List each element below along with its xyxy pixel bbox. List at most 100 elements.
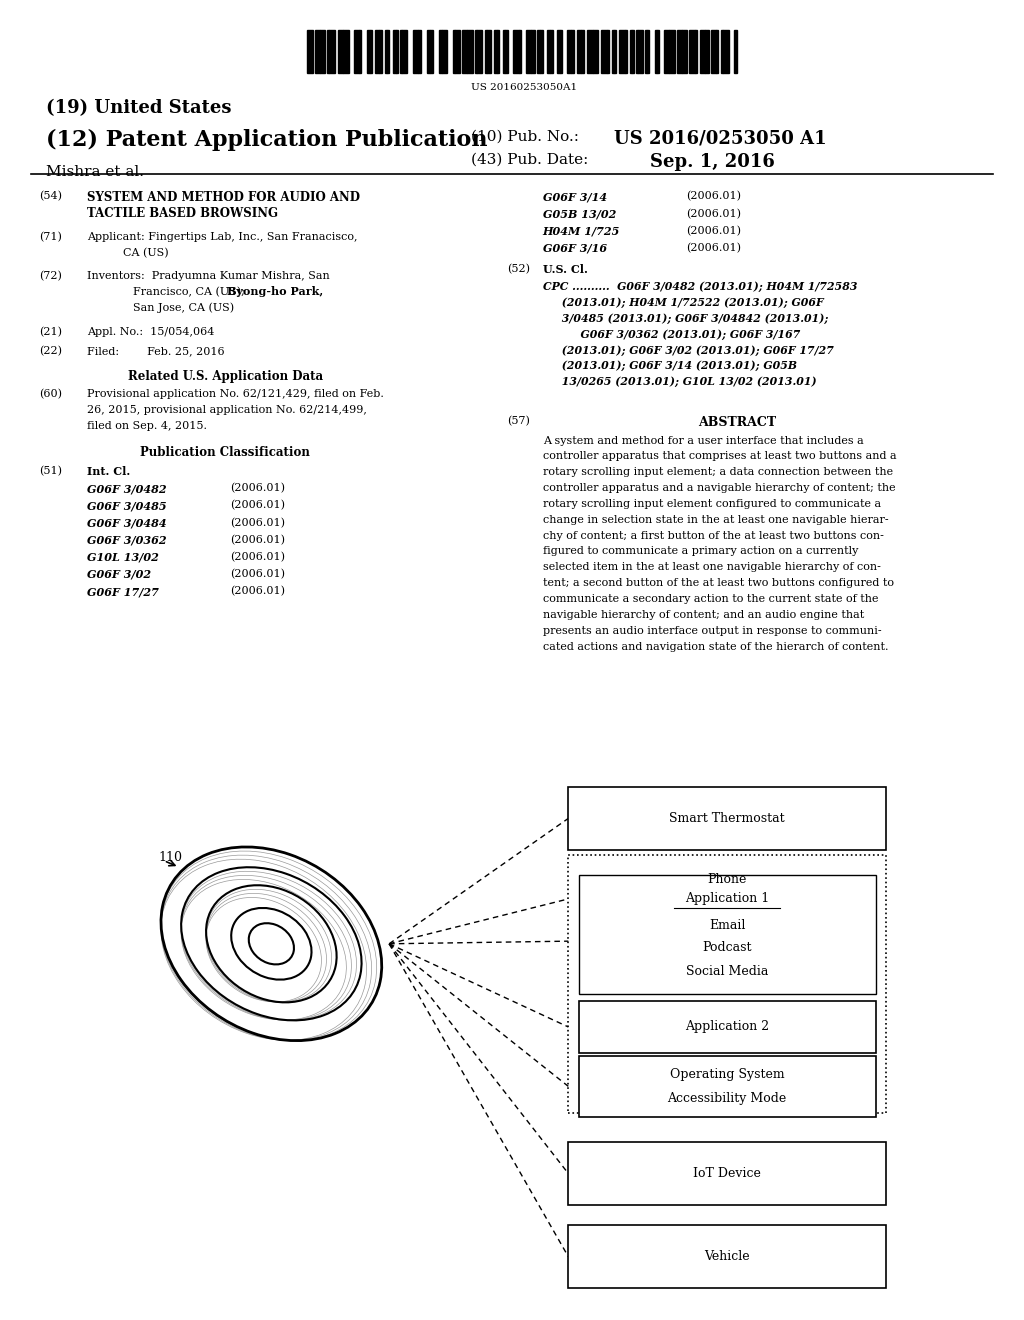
Text: controller apparatus and a navigable hierarchy of content; the: controller apparatus and a navigable hie… [543, 483, 895, 494]
Text: (2006.01): (2006.01) [230, 483, 286, 494]
Bar [343, 30, 348, 73]
Bar [620, 30, 625, 73]
Bar [526, 30, 531, 73]
Text: (52): (52) [507, 264, 529, 275]
Text: (71): (71) [39, 232, 61, 243]
Bar [328, 30, 329, 73]
Text: San Jose, CA (US): San Jose, CA (US) [133, 302, 234, 313]
FancyBboxPatch shape [579, 875, 876, 994]
Text: tent; a second button of the at least two buttons configured to: tent; a second button of the at least tw… [543, 578, 894, 589]
Text: ABSTRACT: ABSTRACT [698, 416, 776, 429]
Text: Podcast: Podcast [702, 941, 752, 954]
Text: (2006.01): (2006.01) [686, 191, 741, 202]
Text: (51): (51) [39, 466, 61, 477]
Bar [462, 30, 467, 73]
Text: G06F 17/27: G06F 17/27 [87, 586, 159, 597]
Text: U.S. Cl.: U.S. Cl. [543, 264, 588, 275]
Text: (2006.01): (2006.01) [686, 209, 741, 219]
Bar [723, 30, 729, 73]
Bar [614, 30, 615, 73]
Bar [338, 30, 343, 73]
Text: Related U.S. Application Data: Related U.S. Application Data [128, 370, 323, 383]
Text: G05B 13/02: G05B 13/02 [543, 209, 616, 219]
Bar [307, 30, 312, 73]
Bar [485, 30, 487, 73]
Text: H04M 1/725: H04M 1/725 [543, 226, 621, 236]
Bar [401, 30, 408, 73]
Text: 3/0485 (2013.01); G06F 3/04842 (2013.01);: 3/0485 (2013.01); G06F 3/04842 (2013.01)… [543, 313, 828, 323]
Bar [494, 30, 498, 73]
Bar [706, 30, 709, 73]
Text: Phone: Phone [708, 873, 746, 886]
Text: (54): (54) [39, 191, 61, 202]
Text: Provisional application No. 62/121,429, filed on Feb.: Provisional application No. 62/121,429, … [87, 389, 384, 400]
Text: (2006.01): (2006.01) [230, 569, 286, 579]
Text: presents an audio interface output in response to communi-: presents an audio interface output in re… [543, 626, 882, 636]
Text: change in selection state in the at least one navigable hierar-: change in selection state in the at leas… [543, 515, 889, 525]
Text: (2006.01): (2006.01) [230, 500, 286, 511]
Text: rotary scrolling input element configured to communicate a: rotary scrolling input element configure… [543, 499, 881, 510]
Bar [734, 30, 737, 73]
Text: Publication Classification: Publication Classification [140, 446, 310, 459]
Text: (60): (60) [39, 389, 61, 400]
Bar [487, 30, 490, 73]
Bar [474, 30, 476, 73]
Bar [513, 30, 518, 73]
Bar [647, 30, 649, 73]
Text: Int. Cl.: Int. Cl. [87, 466, 130, 477]
Text: G06F 3/0482: G06F 3/0482 [87, 483, 167, 494]
Bar [550, 30, 553, 73]
Text: 26, 2015, provisional application No. 62/214,499,: 26, 2015, provisional application No. 62… [87, 405, 367, 416]
Bar [518, 30, 520, 73]
Text: 13/0265 (2013.01); G10L 13/02 (2013.01): 13/0265 (2013.01); G10L 13/02 (2013.01) [543, 376, 816, 387]
Bar [418, 30, 421, 73]
Text: (57): (57) [507, 416, 529, 426]
Bar [427, 30, 430, 73]
FancyBboxPatch shape [579, 1001, 876, 1053]
Bar [567, 30, 570, 73]
Text: selected item in the at least one navigable hierarchy of con-: selected item in the at least one naviga… [543, 562, 881, 573]
Text: (2006.01): (2006.01) [230, 535, 286, 545]
Text: G06F 3/0484: G06F 3/0484 [87, 517, 167, 528]
Text: SYSTEM AND METHOD FOR AUDIO AND: SYSTEM AND METHOD FOR AUDIO AND [87, 191, 360, 205]
Bar [638, 30, 643, 73]
Bar [396, 30, 398, 73]
Text: US 20160253050A1: US 20160253050A1 [471, 83, 578, 92]
Bar [560, 30, 562, 73]
Text: Email: Email [709, 919, 745, 932]
Bar [367, 30, 370, 73]
Text: filed on Sep. 4, 2015.: filed on Sep. 4, 2015. [87, 421, 207, 432]
Text: CA (US): CA (US) [123, 248, 169, 259]
FancyBboxPatch shape [568, 787, 886, 850]
Text: figured to communicate a primary action on a currently: figured to communicate a primary action … [543, 546, 858, 557]
Bar [645, 30, 647, 73]
Text: G06F 3/16: G06F 3/16 [543, 243, 607, 253]
FancyBboxPatch shape [568, 1225, 886, 1288]
Bar [711, 30, 716, 73]
Text: G06F 3/02: G06F 3/02 [87, 569, 152, 579]
Text: (19) United States: (19) United States [46, 99, 231, 117]
Text: Francisco, CA (US);: Francisco, CA (US); [133, 286, 249, 297]
Bar [578, 30, 581, 73]
Text: Inventors:  Pradyumna Kumar Mishra, San: Inventors: Pradyumna Kumar Mishra, San [87, 271, 330, 281]
Bar [455, 30, 460, 73]
Text: IoT Device: IoT Device [693, 1167, 761, 1180]
Text: (2013.01); G06F 3/02 (2013.01); G06F 17/27: (2013.01); G06F 3/02 (2013.01); G06F 17/… [543, 345, 834, 355]
Bar [625, 30, 627, 73]
Bar [329, 30, 335, 73]
Text: (2006.01): (2006.01) [230, 517, 286, 528]
FancyBboxPatch shape [568, 855, 886, 1113]
Text: (2006.01): (2006.01) [230, 586, 286, 597]
Bar [700, 30, 706, 73]
Text: G06F 3/0362 (2013.01); G06F 3/167: G06F 3/0362 (2013.01); G06F 3/167 [543, 329, 800, 339]
Text: CPC ..........  G06F 3/0482 (2013.01); H04M 1/72583: CPC .......... G06F 3/0482 (2013.01); H0… [543, 281, 857, 292]
Text: Sep. 1, 2016: Sep. 1, 2016 [650, 153, 775, 172]
Bar [314, 30, 319, 73]
Text: US 2016/0253050 A1: US 2016/0253050 A1 [614, 129, 827, 148]
Text: (12) Patent Application Publication: (12) Patent Application Publication [46, 129, 487, 152]
Text: (21): (21) [39, 327, 61, 338]
Bar [319, 30, 326, 73]
Text: (2006.01): (2006.01) [686, 226, 741, 236]
Bar [721, 30, 723, 73]
Bar [467, 30, 472, 73]
